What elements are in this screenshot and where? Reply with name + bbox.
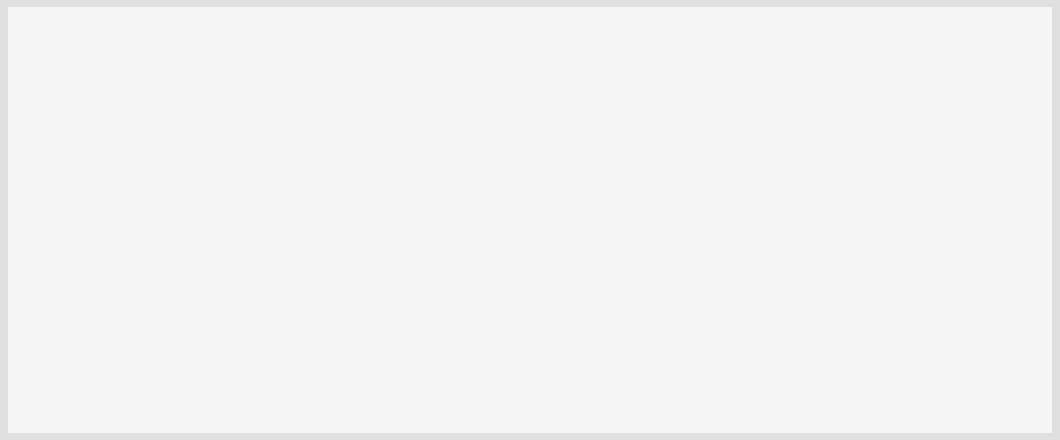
- Text: 48 nmol / l. We assume that the cortisol concentration follows a normal distribu: 48 nmol / l. We assume that the cortisol…: [101, 238, 818, 253]
- Text: average cortisol levels measured at 324 nmol / l with a standard deviation of: average cortisol levels measured at 324 …: [101, 180, 721, 195]
- Text: The standard normally distributed z-value is equal to 1.96 for a 95% confidence : The standard normally distributed z-valu…: [19, 361, 678, 376]
- Text: Exercise 1b: Exercise 1b: [19, 55, 136, 73]
- Text: out the margin of error in the measured average value for 95% confidence level.: out the margin of error in the measured …: [101, 295, 752, 310]
- Text: After measuring the cortisol level in 30 students (see problem 1a) it is: After measuring the cortisol level in 30…: [101, 123, 665, 138]
